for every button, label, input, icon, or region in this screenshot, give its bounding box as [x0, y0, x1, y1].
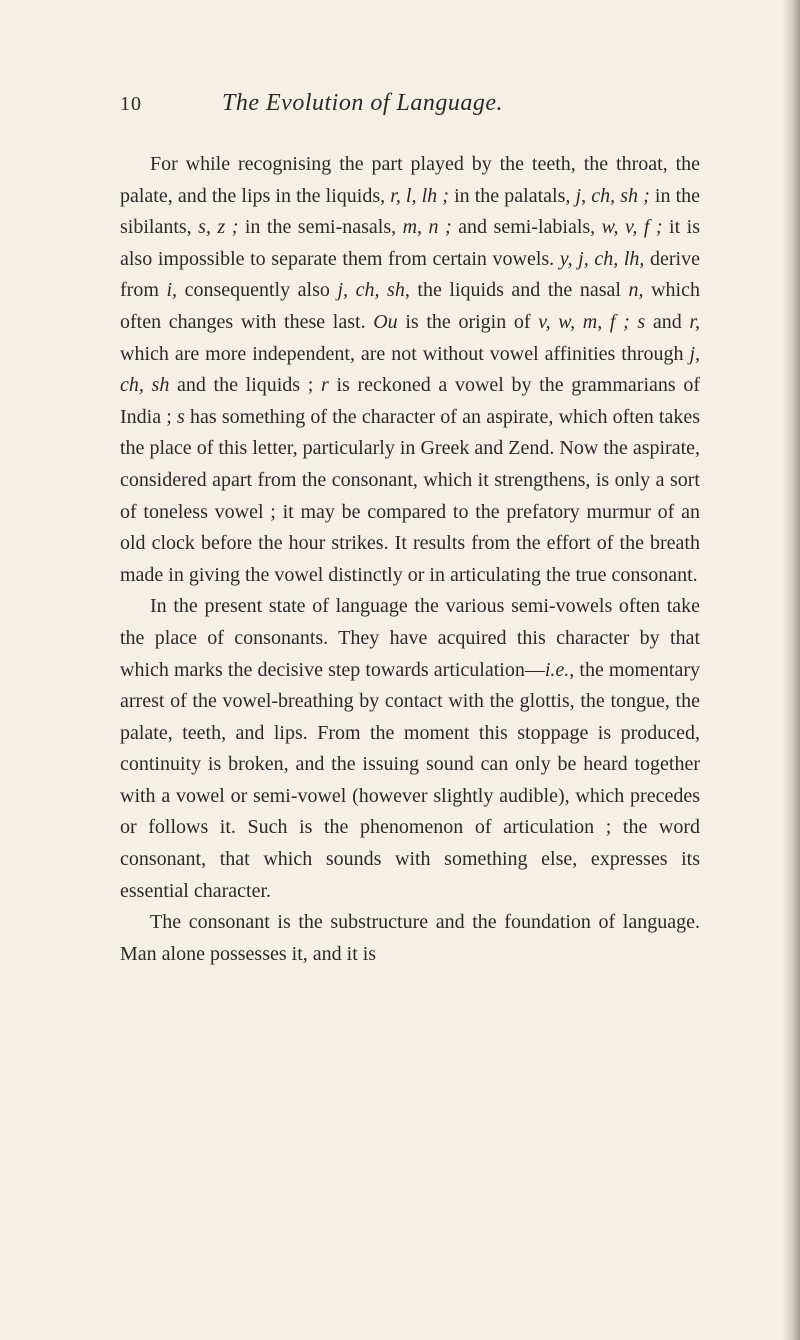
text-run: r [321, 374, 329, 396]
text-run: conse­quently also [177, 279, 337, 301]
running-title: The Evolution of Language. [222, 90, 503, 117]
text-run: and [645, 311, 689, 333]
text-run: Ou [373, 311, 397, 333]
paragraph: For while recognising the part played by… [120, 149, 700, 591]
text-run: w, v, f ; [602, 216, 663, 238]
text-run: is the origin of [398, 311, 539, 333]
text-run: and semi-labials, [452, 216, 602, 238]
text-run: j, ch, sh ; [576, 185, 650, 207]
text-run: s, z ; [198, 216, 238, 238]
text-run: , the momentary arrest of the vowel-brea… [120, 659, 700, 902]
text-run: and the liquids ; [169, 374, 321, 396]
text-run: The consonant is the substructure and th… [120, 911, 700, 965]
page-edge-shadow [782, 0, 800, 1340]
paragraph: The consonant is the substructure and th… [120, 907, 700, 970]
paragraph: In the present state of language the var… [120, 591, 700, 907]
text-run: which are more independent, are not with… [120, 343, 689, 365]
text-run: y, j, ch, lh, [560, 248, 645, 270]
text-run: s [177, 406, 185, 428]
text-run: r, [689, 311, 700, 333]
page-container: 10 The Evolution of Language. For while … [0, 0, 800, 1030]
page-number: 10 [120, 93, 142, 116]
text-run: in the palatals, [449, 185, 576, 207]
text-run: i, [166, 279, 177, 301]
text-run: n, [629, 279, 644, 301]
text-run: j, ch, sh, [337, 279, 409, 301]
text-run: has something of the character of an asp… [120, 406, 700, 586]
text-run: v, w, m, f ; s [538, 311, 645, 333]
text-run: r, l, lh ; [390, 185, 449, 207]
text-run: in the semi-nasals, [238, 216, 402, 238]
text-run: m, n ; [403, 216, 452, 238]
text-run: i.e. [545, 659, 569, 681]
text-run: the liquids and the nasal [410, 279, 629, 301]
body-text: For while recognising the part played by… [120, 149, 700, 970]
running-header: 10 The Evolution of Language. [120, 90, 700, 117]
